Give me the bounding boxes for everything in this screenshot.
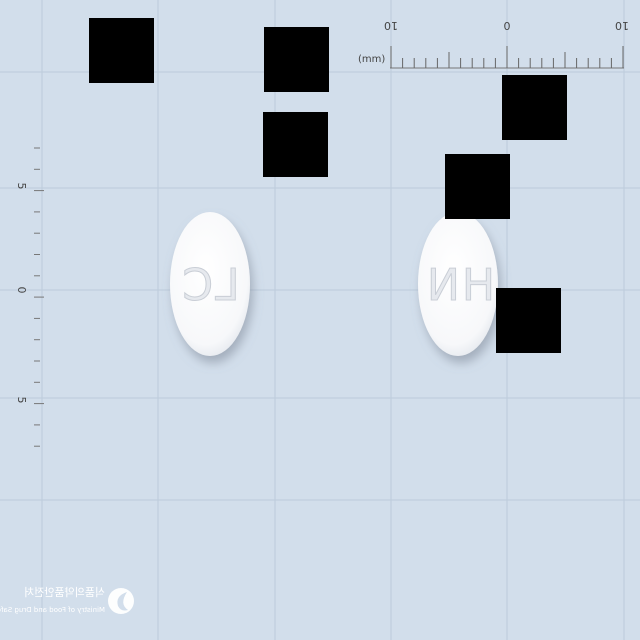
pill-right-imprint: HN: [425, 260, 495, 311]
pill-right: HN: [418, 212, 498, 356]
watermark-korean: 식품의약품안전처: [24, 585, 105, 599]
ministry-watermark: 식품의약품안전처 Ministry of Food and Drug Safet…: [0, 585, 134, 614]
ruler-number-right: 10: [615, 19, 629, 32]
vertical-ruler: 5 0 5: [15, 147, 44, 447]
redaction-box: [263, 112, 328, 177]
redaction-box: [496, 288, 561, 353]
redaction-box: [445, 154, 510, 219]
pill-left-imprint: LC: [180, 260, 239, 311]
ministry-logo-icon: [108, 588, 134, 614]
ruler-number-left: 10: [384, 19, 398, 32]
pill-left: LC: [170, 212, 250, 356]
redaction-box: [264, 27, 329, 92]
ruler-number-center: 0: [504, 19, 511, 32]
redaction-box: [502, 75, 567, 140]
watermark-english: Ministry of Food and Drug Safety: [0, 606, 105, 614]
ruler-number-bottom: 5: [15, 397, 28, 404]
ruler-number-middle: 0: [15, 287, 28, 294]
ruler-number-top: 5: [15, 183, 28, 190]
horizontal-ruler: (mm) 10 0 10: [358, 19, 629, 69]
ruler-unit-label: (mm): [358, 54, 385, 65]
redaction-box: [89, 18, 154, 83]
